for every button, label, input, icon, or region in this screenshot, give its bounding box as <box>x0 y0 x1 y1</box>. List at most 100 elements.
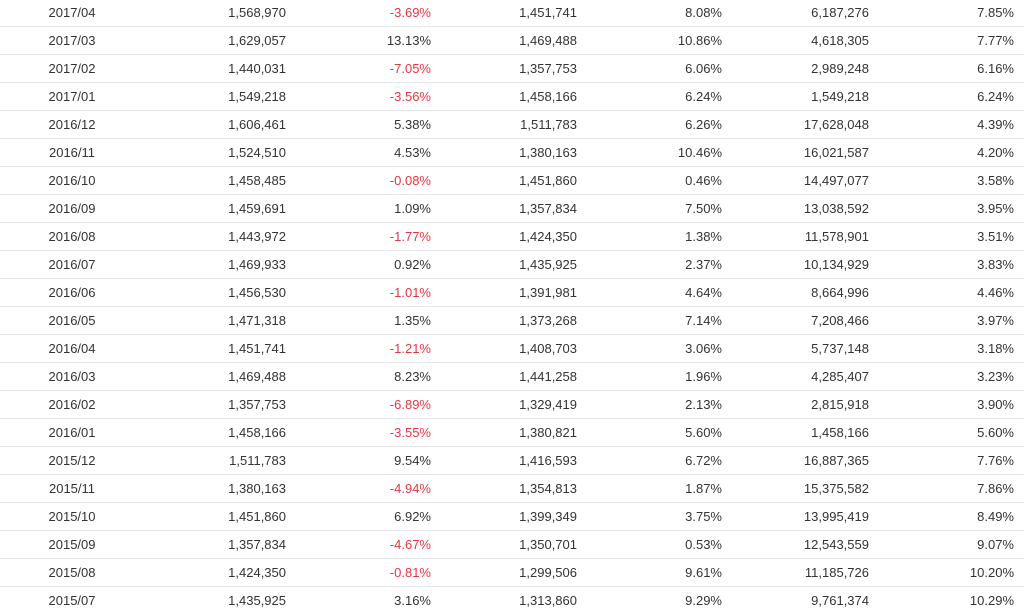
ytd-change-cell: 10.29% <box>870 586 1024 611</box>
ytd-total-cell: 16,887,365 <box>724 446 870 475</box>
ytd-total-cell: 4,285,407 <box>724 362 870 391</box>
value-cell: 1,469,488 <box>144 362 288 391</box>
ytd-change-cell: 4.39% <box>870 110 1024 139</box>
prev-year-value-cell: 1,451,860 <box>432 166 578 195</box>
mom-change-cell: -1.01% <box>288 278 432 307</box>
ytd-change-cell: 9.07% <box>870 530 1024 559</box>
ytd-change-cell: 3.18% <box>870 334 1024 363</box>
month-cell: 2016/10 <box>0 166 144 195</box>
yoy-change-cell: 6.26% <box>578 110 724 139</box>
yoy-change-cell: 6.72% <box>578 446 724 475</box>
prev-year-value-cell: 1,357,834 <box>432 194 578 223</box>
mom-change-cell: -3.56% <box>288 82 432 111</box>
value-cell: 1,451,860 <box>144 502 288 531</box>
ytd-change-cell: 4.46% <box>870 278 1024 307</box>
ytd-total-cell: 6,187,276 <box>724 0 870 27</box>
month-cell: 2015/12 <box>0 446 144 475</box>
mom-change-cell: -6.89% <box>288 390 432 419</box>
table-row: 2016/02 1,357,753 -6.89% 1,329,419 2.13% 2,81… <box>0 390 1024 419</box>
value-cell: 1,458,166 <box>144 418 288 447</box>
ytd-change-cell: 8.49% <box>870 502 1024 531</box>
value-cell: 1,435,925 <box>144 586 288 611</box>
month-cell: 2015/11 <box>0 474 144 503</box>
table-row: 2017/03 1,629,057 13.13% 1,469,488 10.86% 4,6… <box>0 26 1024 55</box>
prev-year-value-cell: 1,451,741 <box>432 0 578 27</box>
month-cell: 2015/07 <box>0 586 144 611</box>
yoy-change-cell: 0.46% <box>578 166 724 195</box>
value-cell: 1,357,834 <box>144 530 288 559</box>
yoy-change-cell: 9.29% <box>578 586 724 611</box>
value-cell: 1,458,485 <box>144 166 288 195</box>
table-row: 2015/09 1,357,834 -4.67% 1,350,701 0.53% 12,5… <box>0 530 1024 559</box>
ytd-total-cell: 1,458,166 <box>724 418 870 447</box>
month-cell: 2016/08 <box>0 222 144 251</box>
mom-change-cell: -7.05% <box>288 54 432 83</box>
value-cell: 1,568,970 <box>144 0 288 27</box>
ytd-change-cell: 3.51% <box>870 222 1024 251</box>
ytd-change-cell: 3.97% <box>870 306 1024 335</box>
month-cell: 2016/03 <box>0 362 144 391</box>
ytd-total-cell: 13,995,419 <box>724 502 870 531</box>
month-cell: 2016/01 <box>0 418 144 447</box>
ytd-change-cell: 6.16% <box>870 54 1024 83</box>
mom-change-cell: 0.92% <box>288 250 432 279</box>
prev-year-value-cell: 1,416,593 <box>432 446 578 475</box>
ytd-total-cell: 9,761,374 <box>724 586 870 611</box>
ytd-total-cell: 2,989,248 <box>724 54 870 83</box>
value-cell: 1,357,753 <box>144 390 288 419</box>
yoy-change-cell: 10.86% <box>578 26 724 55</box>
prev-year-value-cell: 1,329,419 <box>432 390 578 419</box>
mom-change-cell: -0.81% <box>288 558 432 587</box>
prev-year-value-cell: 1,313,860 <box>432 586 578 611</box>
ytd-total-cell: 14,497,077 <box>724 166 870 195</box>
prev-year-value-cell: 1,408,703 <box>432 334 578 363</box>
ytd-total-cell: 2,815,918 <box>724 390 870 419</box>
yoy-change-cell: 7.50% <box>578 194 724 223</box>
table-row: 2016/09 1,459,691 1.09% 1,357,834 7.50% 13,03… <box>0 194 1024 223</box>
prev-year-value-cell: 1,354,813 <box>432 474 578 503</box>
ytd-total-cell: 11,578,901 <box>724 222 870 251</box>
table-row: 2016/11 1,524,510 4.53% 1,380,163 10.46% 16,0… <box>0 138 1024 167</box>
table-row: 2016/03 1,469,488 8.23% 1,441,258 1.96% 4,285… <box>0 362 1024 391</box>
yoy-change-cell: 9.61% <box>578 558 724 587</box>
month-cell: 2015/08 <box>0 558 144 587</box>
month-cell: 2017/02 <box>0 54 144 83</box>
yoy-change-cell: 10.46% <box>578 138 724 167</box>
ytd-total-cell: 12,543,559 <box>724 530 870 559</box>
value-cell: 1,424,350 <box>144 558 288 587</box>
prev-year-value-cell: 1,511,783 <box>432 110 578 139</box>
month-cell: 2016/04 <box>0 334 144 363</box>
table-row: 2017/02 1,440,031 -7.05% 1,357,753 6.06% 2,98… <box>0 54 1024 83</box>
month-cell: 2017/03 <box>0 26 144 55</box>
ytd-change-cell: 3.95% <box>870 194 1024 223</box>
table-row: 2015/12 1,511,783 9.54% 1,416,593 6.72% 16,88… <box>0 446 1024 475</box>
mom-change-cell: 1.09% <box>288 194 432 223</box>
value-cell: 1,459,691 <box>144 194 288 223</box>
value-cell: 1,380,163 <box>144 474 288 503</box>
ytd-total-cell: 1,549,218 <box>724 82 870 111</box>
value-cell: 1,443,972 <box>144 222 288 251</box>
table-row: 2016/10 1,458,485 -0.08% 1,451,860 0.46% 14,4… <box>0 166 1024 195</box>
prev-year-value-cell: 1,357,753 <box>432 54 578 83</box>
prev-year-value-cell: 1,299,506 <box>432 558 578 587</box>
table-row: 2015/08 1,424,350 -0.81% 1,299,506 9.61% 11,1… <box>0 558 1024 587</box>
mom-change-cell: 5.38% <box>288 110 432 139</box>
ytd-change-cell: 3.83% <box>870 250 1024 279</box>
table-row: 2017/04 1,568,970 -3.69% 1,451,741 8.08% 6,18… <box>0 0 1024 27</box>
mom-change-cell: 9.54% <box>288 446 432 475</box>
yoy-change-cell: 6.06% <box>578 54 724 83</box>
prev-year-value-cell: 1,380,163 <box>432 138 578 167</box>
ytd-total-cell: 10,134,929 <box>724 250 870 279</box>
table-row: 2015/10 1,451,860 6.92% 1,399,349 3.75% 13,99… <box>0 502 1024 531</box>
ytd-change-cell: 4.20% <box>870 138 1024 167</box>
mom-change-cell: -3.55% <box>288 418 432 447</box>
yoy-change-cell: 2.13% <box>578 390 724 419</box>
table-row: 2016/08 1,443,972 -1.77% 1,424,350 1.38% 11,5… <box>0 222 1024 251</box>
value-cell: 1,629,057 <box>144 26 288 55</box>
value-cell: 1,456,530 <box>144 278 288 307</box>
ytd-change-cell: 7.76% <box>870 446 1024 475</box>
month-cell: 2016/11 <box>0 138 144 167</box>
month-cell: 2016/09 <box>0 194 144 223</box>
